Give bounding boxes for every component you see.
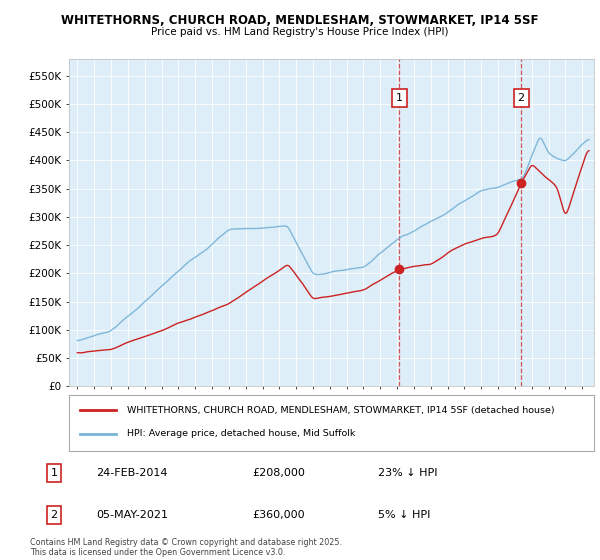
Text: WHITETHORNS, CHURCH ROAD, MENDLESHAM, STOWMARKET, IP14 5SF: WHITETHORNS, CHURCH ROAD, MENDLESHAM, ST…: [61, 14, 539, 27]
Text: 2: 2: [518, 94, 525, 104]
Text: £360,000: £360,000: [252, 510, 305, 520]
Text: 2: 2: [50, 510, 58, 520]
Text: WHITETHORNS, CHURCH ROAD, MENDLESHAM, STOWMARKET, IP14 5SF (detached house): WHITETHORNS, CHURCH ROAD, MENDLESHAM, ST…: [127, 406, 554, 415]
Text: 05-MAY-2021: 05-MAY-2021: [96, 510, 168, 520]
Text: 23% ↓ HPI: 23% ↓ HPI: [378, 468, 437, 478]
Text: £208,000: £208,000: [252, 468, 305, 478]
Text: 1: 1: [395, 94, 403, 104]
Text: 24-FEB-2014: 24-FEB-2014: [96, 468, 167, 478]
Text: Price paid vs. HM Land Registry's House Price Index (HPI): Price paid vs. HM Land Registry's House …: [151, 27, 449, 37]
Text: HPI: Average price, detached house, Mid Suffolk: HPI: Average price, detached house, Mid …: [127, 430, 355, 438]
Text: 5% ↓ HPI: 5% ↓ HPI: [378, 510, 430, 520]
Text: Contains HM Land Registry data © Crown copyright and database right 2025.
This d: Contains HM Land Registry data © Crown c…: [30, 538, 342, 557]
Text: 1: 1: [50, 468, 58, 478]
